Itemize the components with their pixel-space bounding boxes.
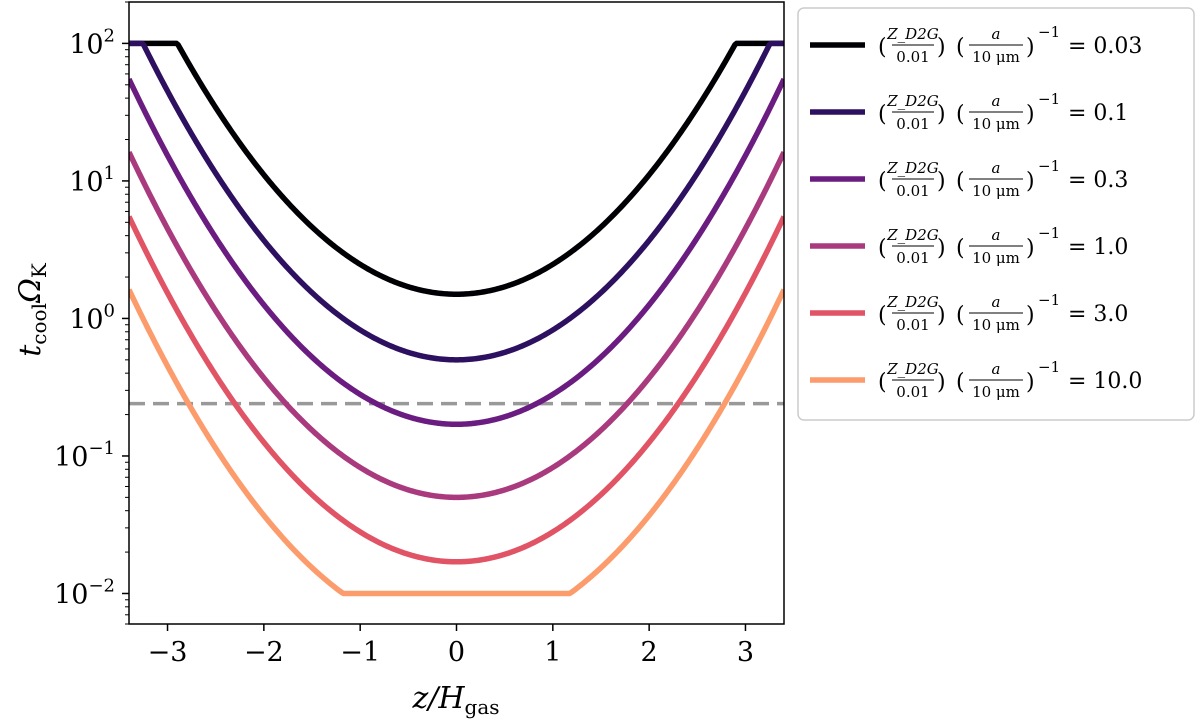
legend-frac2-den: 10 μm xyxy=(972,383,1020,401)
legend-frac2-den: 10 μm xyxy=(972,115,1020,133)
legend-exponent: −1 xyxy=(1038,157,1060,175)
x-tick-label: −2 xyxy=(244,637,284,668)
legend-frac2-num: a xyxy=(992,25,1001,43)
legend-paren: ) xyxy=(937,370,946,395)
series-layer xyxy=(129,40,784,597)
legend-frac1-num: Z_D2G xyxy=(886,159,938,177)
y-tick-label: 10−1 xyxy=(54,438,115,473)
y-axis: 10−2 10−1 100 101 102 xyxy=(54,1,129,625)
legend-value: = 10.0 xyxy=(1068,369,1142,394)
legend-frac1-den: 0.01 xyxy=(896,249,929,267)
x-axis: −3 −2 −1 0 1 2 3 xyxy=(148,624,754,668)
legend-exponent: −1 xyxy=(1038,291,1060,309)
legend-value: = 0.1 xyxy=(1068,101,1128,126)
legend-frac1-num: Z_D2G xyxy=(886,226,938,244)
series-line-2 xyxy=(129,40,784,363)
x-tick-label: −1 xyxy=(340,637,380,668)
legend-paren: ( xyxy=(878,303,887,328)
legend-paren: ( xyxy=(956,303,965,328)
plot-background xyxy=(129,2,784,624)
legend-paren: ) xyxy=(1026,236,1035,261)
legend-frac1-den: 0.01 xyxy=(896,316,929,334)
x-axis-label: z/Hgas xyxy=(411,681,499,719)
legend-value: = 0.03 xyxy=(1068,34,1142,59)
legend-frac1-num: Z_D2G xyxy=(886,92,938,110)
legend-paren: ( xyxy=(878,236,887,261)
legend-value: = 3.0 xyxy=(1068,302,1128,327)
legend-paren: ) xyxy=(937,303,946,328)
legend-frac2-den: 10 μm xyxy=(972,48,1020,66)
legend-paren: ( xyxy=(878,169,887,194)
x-tick-label: 3 xyxy=(737,637,754,668)
legend-paren: ) xyxy=(1026,370,1035,395)
legend-frac1-num: Z_D2G xyxy=(886,293,938,311)
series-line-6 xyxy=(129,288,784,597)
x-tick-label: 2 xyxy=(641,637,658,668)
legend-paren: ) xyxy=(937,236,946,261)
y-tick-label: 10−2 xyxy=(54,575,115,610)
legend-frac1-den: 0.01 xyxy=(896,48,929,66)
legend-paren: ( xyxy=(956,102,965,127)
legend-exponent: −1 xyxy=(1038,358,1060,376)
legend-frac2-num: a xyxy=(992,360,1001,378)
legend-paren: ( xyxy=(878,35,887,60)
legend-paren: ( xyxy=(956,236,965,261)
legend-frac1-num: Z_D2G xyxy=(886,25,938,43)
legend-frac1-num: Z_D2G xyxy=(886,360,938,378)
x-tick-label: 1 xyxy=(544,637,561,668)
legend-frac2-num: a xyxy=(992,226,1001,244)
legend-paren: ) xyxy=(937,169,946,194)
y-tick-label: 102 xyxy=(69,25,115,60)
legend-frac2-den: 10 μm xyxy=(972,249,1020,267)
legend-paren: ) xyxy=(937,102,946,127)
legend-paren: ) xyxy=(1026,169,1035,194)
legend-paren: ) xyxy=(1026,102,1035,127)
y-axis-label: tcoolΩK xyxy=(13,262,51,357)
series-line-5 xyxy=(129,215,784,565)
y-tick-label: 100 xyxy=(69,300,115,335)
legend-frac2-num: a xyxy=(992,92,1001,110)
legend-exponent: −1 xyxy=(1038,23,1060,41)
y-tick-label: 101 xyxy=(69,163,115,198)
legend-box xyxy=(797,7,1195,421)
legend-value: = 1.0 xyxy=(1068,235,1128,260)
series-line-3 xyxy=(129,77,784,428)
legend-frac2-num: a xyxy=(992,159,1001,177)
legend-value: = 0.3 xyxy=(1068,168,1128,193)
legend-paren: ) xyxy=(1026,303,1035,328)
legend-paren: ( xyxy=(956,35,965,60)
x-tick-label: 0 xyxy=(448,637,465,668)
legend-frac2-num: a xyxy=(992,293,1001,311)
series-line-4 xyxy=(129,150,784,501)
legend-paren: ( xyxy=(878,370,887,395)
legend-paren: ) xyxy=(1026,35,1035,60)
legend-frac1-den: 0.01 xyxy=(896,383,929,401)
series-line-1 xyxy=(129,40,784,297)
legend-paren: ( xyxy=(878,102,887,127)
legend-exponent: −1 xyxy=(1038,90,1060,108)
legend-exponent: −1 xyxy=(1038,224,1060,242)
legend-frac1-den: 0.01 xyxy=(896,182,929,200)
legend-paren: ) xyxy=(937,35,946,60)
legend-frac2-den: 10 μm xyxy=(972,182,1020,200)
legend-frac1-den: 0.01 xyxy=(896,115,929,133)
legend-frac2-den: 10 μm xyxy=(972,316,1020,334)
legend-paren: ( xyxy=(956,370,965,395)
legend-paren: ( xyxy=(956,169,965,194)
x-tick-label: −3 xyxy=(148,637,188,668)
